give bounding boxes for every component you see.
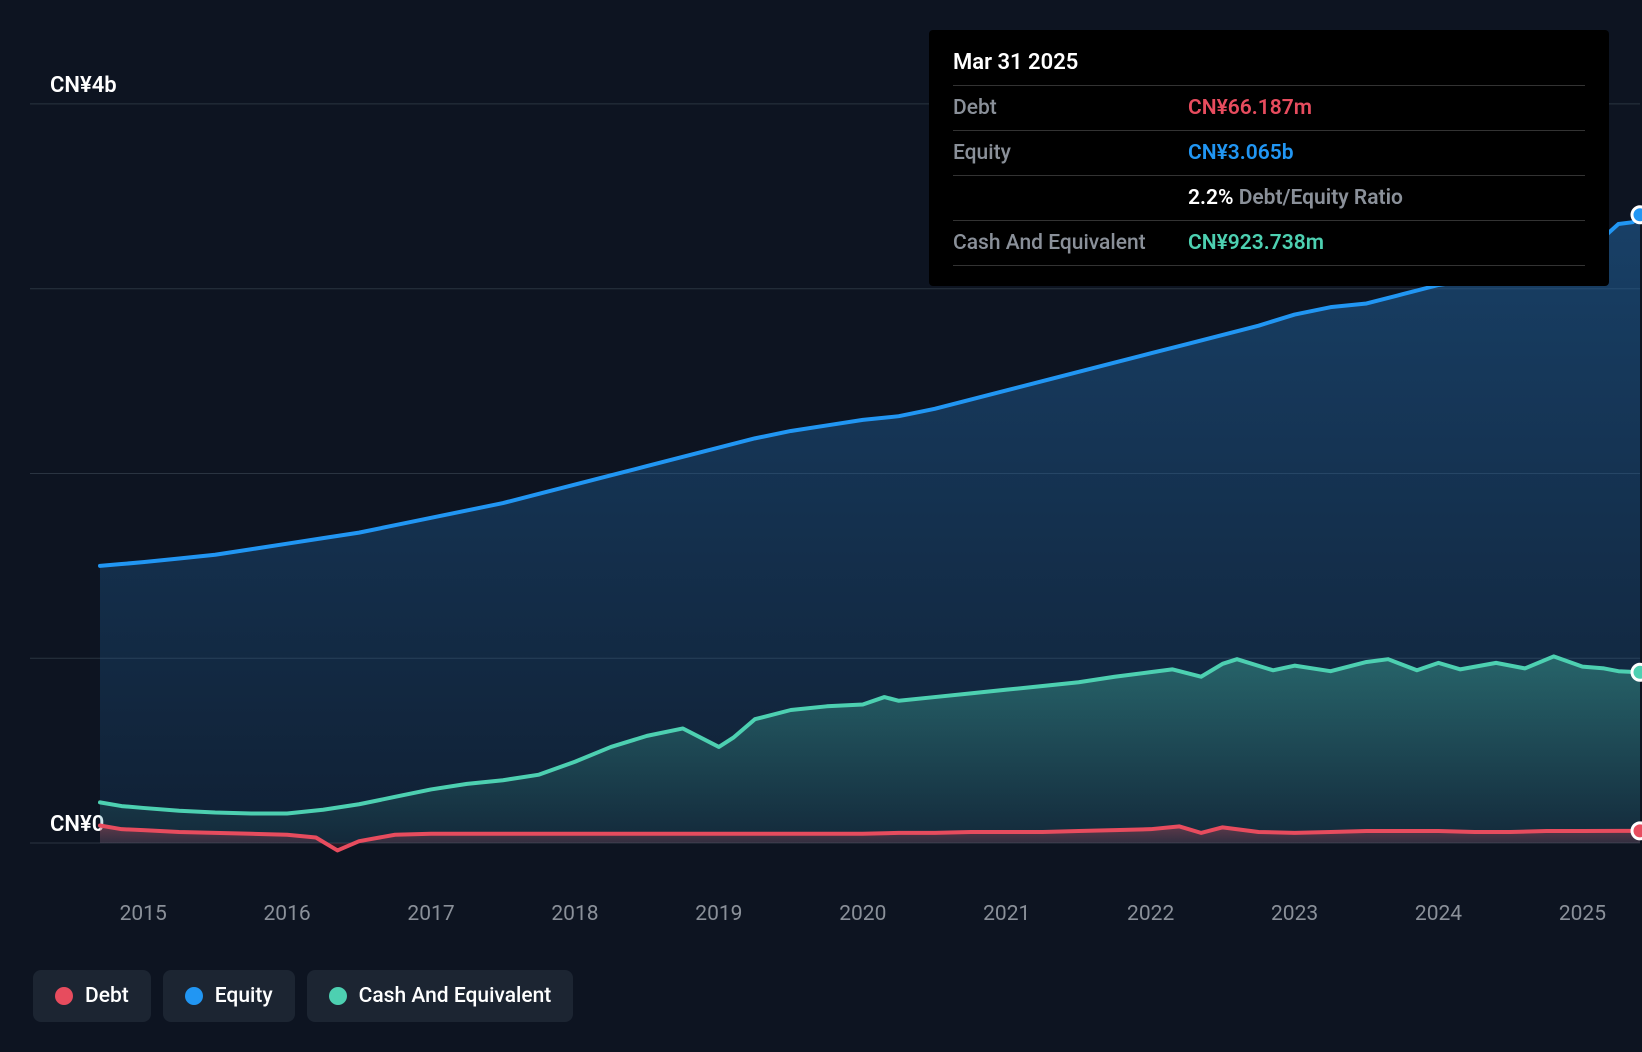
tooltip-row-label — [953, 186, 1188, 210]
tooltip-date: Mar 31 2025 — [953, 50, 1585, 86]
legend-dot-icon — [55, 987, 73, 1005]
legend-item[interactable]: Equity — [163, 970, 295, 1022]
tooltip-row-label: Cash And Equivalent — [953, 231, 1188, 255]
x-axis-label: 2023 — [1271, 902, 1318, 926]
tooltip-row: EquityCN¥3.065b — [953, 131, 1585, 176]
tooltip-row: Cash And EquivalentCN¥923.738m — [953, 221, 1585, 266]
x-axis-label: 2021 — [983, 902, 1030, 926]
x-axis-label: 2015 — [120, 902, 167, 926]
x-axis-label: 2016 — [263, 902, 310, 926]
x-axis-label: 2020 — [839, 902, 886, 926]
legend-label: Cash And Equivalent — [359, 984, 552, 1008]
tooltip-row-value: CN¥923.738m — [1188, 231, 1585, 255]
x-axis-label: 2019 — [695, 902, 742, 926]
tooltip-row-value: CN¥3.065b — [1188, 141, 1585, 165]
y-axis-label: CN¥4b — [50, 73, 117, 98]
tooltip-rows: DebtCN¥66.187mEquityCN¥3.065b2.2% Debt/E… — [953, 86, 1585, 266]
x-axis-label: 2017 — [407, 902, 454, 926]
legend-label: Equity — [215, 984, 273, 1008]
x-axis-label: 2018 — [551, 902, 598, 926]
x-axis-label: 2025 — [1559, 902, 1606, 926]
series-marker-cash[interactable] — [1632, 664, 1642, 680]
legend-dot-icon — [329, 987, 347, 1005]
series-marker-equity[interactable] — [1632, 207, 1642, 223]
tooltip-row-label: Debt — [953, 96, 1188, 120]
chart-tooltip: Mar 31 2025 DebtCN¥66.187mEquityCN¥3.065… — [929, 30, 1609, 286]
x-axis-label: 2022 — [1127, 902, 1174, 926]
legend-label: Debt — [85, 984, 129, 1008]
tooltip-row-label: Equity — [953, 141, 1188, 165]
series-marker-debt[interactable] — [1632, 823, 1642, 839]
tooltip-row: 2.2% Debt/Equity Ratio — [953, 176, 1585, 221]
legend-item[interactable]: Debt — [33, 970, 151, 1022]
chart-legend: Debt Equity Cash And Equivalent — [33, 970, 573, 1022]
y-axis-label: CN¥0 — [50, 812, 104, 837]
tooltip-row-value: CN¥66.187m — [1188, 96, 1585, 120]
legend-dot-icon — [185, 987, 203, 1005]
x-axis-label: 2024 — [1415, 902, 1462, 926]
tooltip-row: DebtCN¥66.187m — [953, 86, 1585, 131]
legend-item[interactable]: Cash And Equivalent — [307, 970, 574, 1022]
tooltip-row-value: 2.2% Debt/Equity Ratio — [1188, 186, 1585, 210]
